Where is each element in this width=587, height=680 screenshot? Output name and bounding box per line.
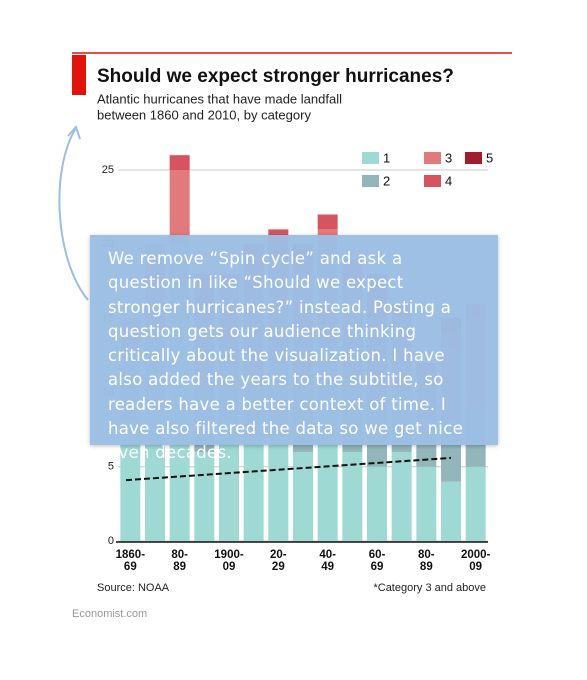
x-tick-label: 1860-69 <box>115 549 146 573</box>
legend-swatch <box>362 152 379 164</box>
bar-segment <box>342 451 363 541</box>
y-tick-label: 25 <box>102 164 114 176</box>
x-tick-label: 1900-09 <box>214 549 244 573</box>
legend-label: 1 <box>383 150 390 165</box>
source: Source: NOAA <box>97 582 170 594</box>
footnote: *Category 3 and above <box>373 582 486 594</box>
subtitle: Atlantic hurricanes that have made landf… <box>97 91 342 106</box>
bar-segment <box>465 466 486 541</box>
callout: We remove “Spin cycle” and ask a questio… <box>90 235 498 462</box>
legend-label: 5 <box>486 150 493 165</box>
legend-swatch <box>424 152 441 164</box>
x-tick-label: 80-89 <box>171 549 188 573</box>
bar-segment <box>169 155 190 170</box>
bar-segment <box>219 422 239 541</box>
bar-segment <box>391 451 412 541</box>
legend-swatch <box>465 152 482 164</box>
trend-line <box>125 456 452 482</box>
x-tick-label: 40-49 <box>319 549 336 573</box>
bar-segment <box>243 437 264 541</box>
legend-swatch <box>424 175 441 187</box>
bar-segment <box>416 466 437 541</box>
legend-label: 4 <box>445 173 452 188</box>
red-tag <box>72 55 86 95</box>
callout-arrowhead <box>67 125 81 140</box>
callout-arrow <box>58 127 89 301</box>
y-tick-label: 0 <box>108 535 114 547</box>
x-tick-label: 2000-09 <box>460 549 491 573</box>
brand: Economist.com <box>72 608 147 620</box>
y-tick-label: 5 <box>108 461 114 473</box>
legend-label: 3 <box>445 150 452 165</box>
legend-swatch <box>362 175 379 187</box>
bar-segment <box>367 466 387 541</box>
bar-segment <box>169 170 190 245</box>
x-tick-label: 60-69 <box>368 549 386 573</box>
bar-segment <box>120 422 141 541</box>
bar-segment <box>317 214 338 230</box>
legend-label: 2 <box>383 173 390 188</box>
x-tick-label: 80-89 <box>418 549 435 573</box>
bar-segment <box>293 451 313 541</box>
chart-title: Should we expect stronger hurricanes? <box>97 66 454 87</box>
bar-segment <box>441 481 461 541</box>
bar-segment <box>268 437 289 541</box>
x-tick-label: 20-29 <box>270 549 287 573</box>
subtitle: between 1860 and 2010, by category <box>97 107 311 122</box>
